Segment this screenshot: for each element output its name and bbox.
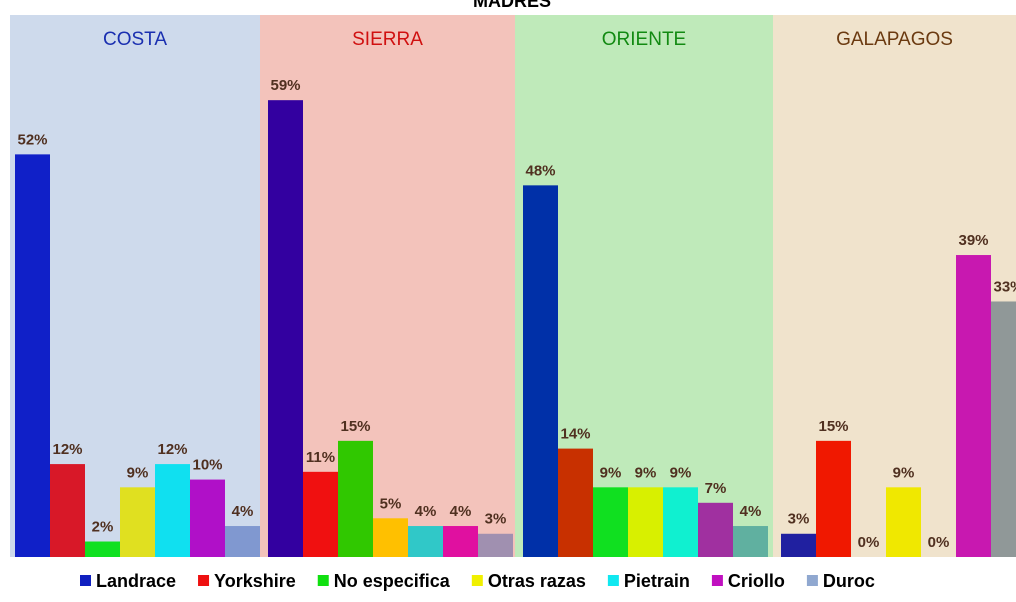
bar — [698, 502, 733, 557]
bar — [190, 479, 225, 557]
value-label: 15% — [818, 418, 848, 435]
value-label: 7% — [705, 480, 727, 497]
bar — [991, 301, 1016, 557]
bar — [443, 526, 478, 557]
legend-swatch — [198, 575, 210, 586]
region-label: SIERRA — [352, 29, 423, 50]
bar — [408, 526, 443, 557]
legend-label: Landrace — [96, 571, 176, 591]
bar — [120, 487, 155, 557]
value-label: 0% — [928, 534, 950, 551]
chart-title: MADRES — [473, 0, 551, 11]
bar — [523, 185, 558, 558]
legend-label: Criollo — [728, 571, 785, 591]
value-label: 33% — [993, 278, 1016, 295]
value-label: 2% — [92, 518, 114, 535]
value-label: 4% — [740, 503, 762, 520]
value-label: 4% — [450, 503, 472, 520]
bar — [733, 526, 768, 557]
legend-swatch — [80, 575, 91, 586]
value-label: 9% — [893, 464, 915, 481]
legend-swatch — [471, 575, 483, 586]
value-label: 52% — [17, 131, 47, 148]
bar — [628, 487, 663, 557]
bar — [956, 255, 991, 557]
bar — [558, 448, 593, 557]
bar — [781, 533, 816, 557]
bar — [663, 487, 698, 557]
value-label: 9% — [127, 464, 149, 481]
value-label: 10% — [192, 457, 222, 474]
value-label: 0% — [858, 534, 880, 551]
legend-swatch — [607, 575, 619, 586]
value-label: 3% — [485, 511, 507, 528]
bar — [593, 487, 628, 557]
value-label: 9% — [600, 464, 622, 481]
value-label: 39% — [958, 232, 988, 249]
bar — [85, 541, 120, 557]
value-label: 5% — [380, 495, 402, 512]
bar — [50, 464, 85, 557]
value-label: 11% — [306, 449, 335, 466]
bar — [373, 518, 408, 557]
bar — [816, 440, 851, 557]
bar — [886, 487, 921, 557]
value-label: 15% — [340, 418, 370, 435]
bar — [478, 533, 513, 557]
value-label: 9% — [670, 464, 692, 481]
legend-label: Pietrain — [624, 571, 690, 591]
legend-label: Duroc — [823, 571, 875, 591]
value-label: 9% — [635, 464, 657, 481]
value-label: 48% — [525, 162, 555, 179]
value-label: 12% — [157, 441, 187, 458]
value-label: 14% — [560, 426, 590, 443]
legend-swatch — [317, 575, 329, 586]
bar — [225, 526, 260, 557]
value-label: 59% — [270, 77, 300, 94]
legend-label: Otras razas — [488, 571, 586, 591]
legend-label: Yorkshire — [214, 571, 296, 591]
legend-swatch — [711, 575, 723, 586]
region-label: COSTA — [103, 29, 167, 50]
bar — [303, 471, 338, 557]
region-label: ORIENTE — [602, 29, 686, 50]
bar — [155, 464, 190, 557]
legend-label: No especifica — [334, 571, 451, 591]
value-label: 4% — [415, 503, 437, 520]
value-label: 4% — [232, 503, 254, 520]
bar — [15, 154, 50, 557]
bar — [268, 100, 303, 558]
value-label: 3% — [788, 511, 810, 528]
legend-swatch — [806, 575, 818, 586]
bar — [338, 440, 373, 557]
region-label: GALAPAGOS — [836, 29, 953, 50]
value-label: 12% — [52, 441, 82, 458]
